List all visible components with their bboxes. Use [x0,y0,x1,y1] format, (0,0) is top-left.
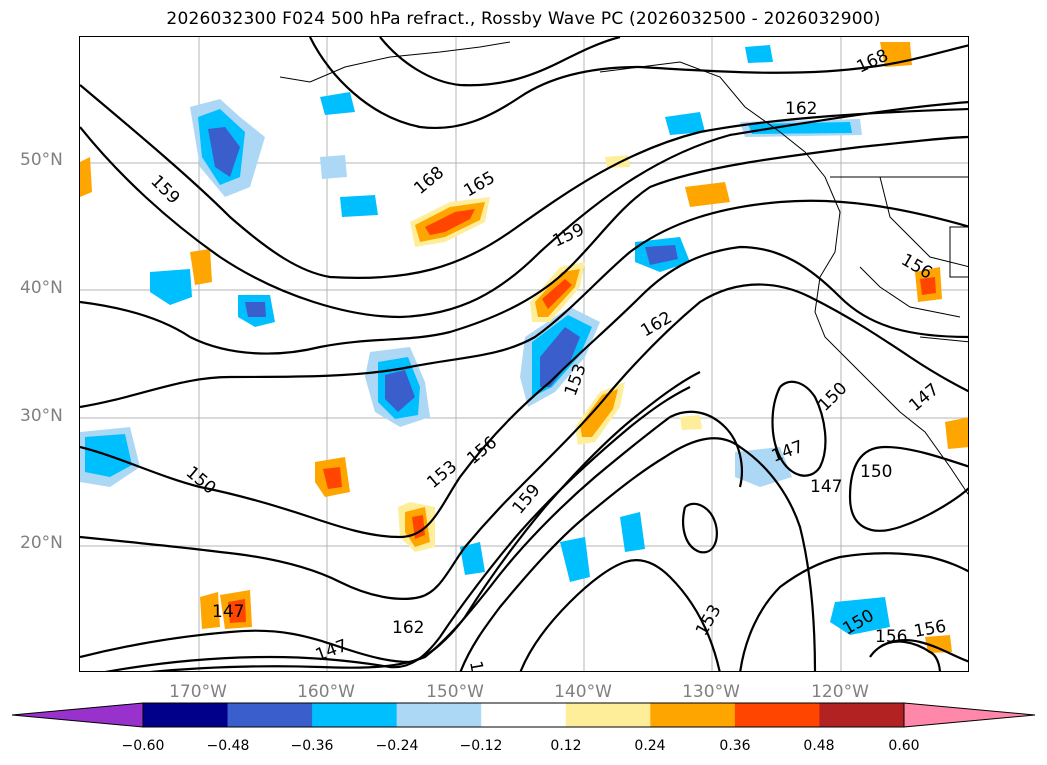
colorbar-segment [904,703,1035,727]
colorbar-tick: −0.36 [290,738,334,754]
coastlines [279,41,968,495]
contour-label: 156 [875,627,907,647]
colorbar-tick: 0.48 [803,738,835,754]
contour-label: 153 [692,601,726,639]
lat-label-30n: 30°N [20,406,63,426]
contour-label: 162 [785,99,817,119]
colorbar-tick: 0.36 [719,738,751,754]
colorbar-tick: −0.12 [459,738,503,754]
contour-label: 147 [212,602,244,622]
colorbar-tick: 0.60 [888,738,920,754]
lon-label-140w: 140°W [554,682,612,702]
colorbar [11,702,1036,728]
lat-label-50n: 50°N [20,150,63,170]
contour-label: 147 [905,380,943,416]
colorbar-segment [143,703,229,727]
colorbar-tick: 0.12 [550,738,582,754]
colorbar-tick: −0.48 [206,738,250,754]
colorbar-segment [565,703,651,727]
lon-label-150w: 150°W [426,682,484,702]
map-canvas: 168 162 165 168 159 159 156 162 153 156 … [80,37,968,672]
colorbar-segment [819,703,905,727]
contour-label: 159 [550,220,588,252]
lat-label-40n: 40°N [20,278,63,298]
map-panel: 168 162 165 168 159 159 156 162 153 156 … [79,36,969,672]
colorbar-segment [481,703,567,727]
graticule [80,37,968,671]
contour-label: 150 [182,463,220,499]
colorbar-segment [12,703,143,727]
colorbar-segment [734,703,820,727]
colorbar-tick: −0.60 [121,738,165,754]
lon-label-170w: 170°W [169,682,227,702]
lon-label-130w: 130°W [682,682,740,702]
contour-label: 162 [392,618,424,638]
lon-label-120w: 120°W [811,682,869,702]
contour-label: 156 [463,433,501,469]
contour-label: 162 [638,308,676,342]
positive-anomalies [80,42,968,653]
contour-label: 153 [423,457,461,493]
contour-label: 168 [410,163,448,199]
contour-label: 162 [465,659,490,672]
colorbar-segment [650,703,736,727]
lat-label-20n: 20°N [20,533,63,553]
negative-anomalies [80,45,890,635]
colorbar-tick: 0.24 [634,738,666,754]
contour-label: 147 [810,477,842,497]
map-title: 2026032300 F024 500 hPa refract., Rossby… [166,9,881,29]
colorbar-segment [227,703,313,727]
height-contours [80,37,968,671]
contour-label: 165 [461,168,499,202]
colorbar-tick: −0.24 [375,738,419,754]
colorbar-segment [312,703,398,727]
contour-label: 150 [860,462,892,482]
colorbar-segment [396,703,482,727]
lon-label-160w: 160°W [297,682,355,702]
